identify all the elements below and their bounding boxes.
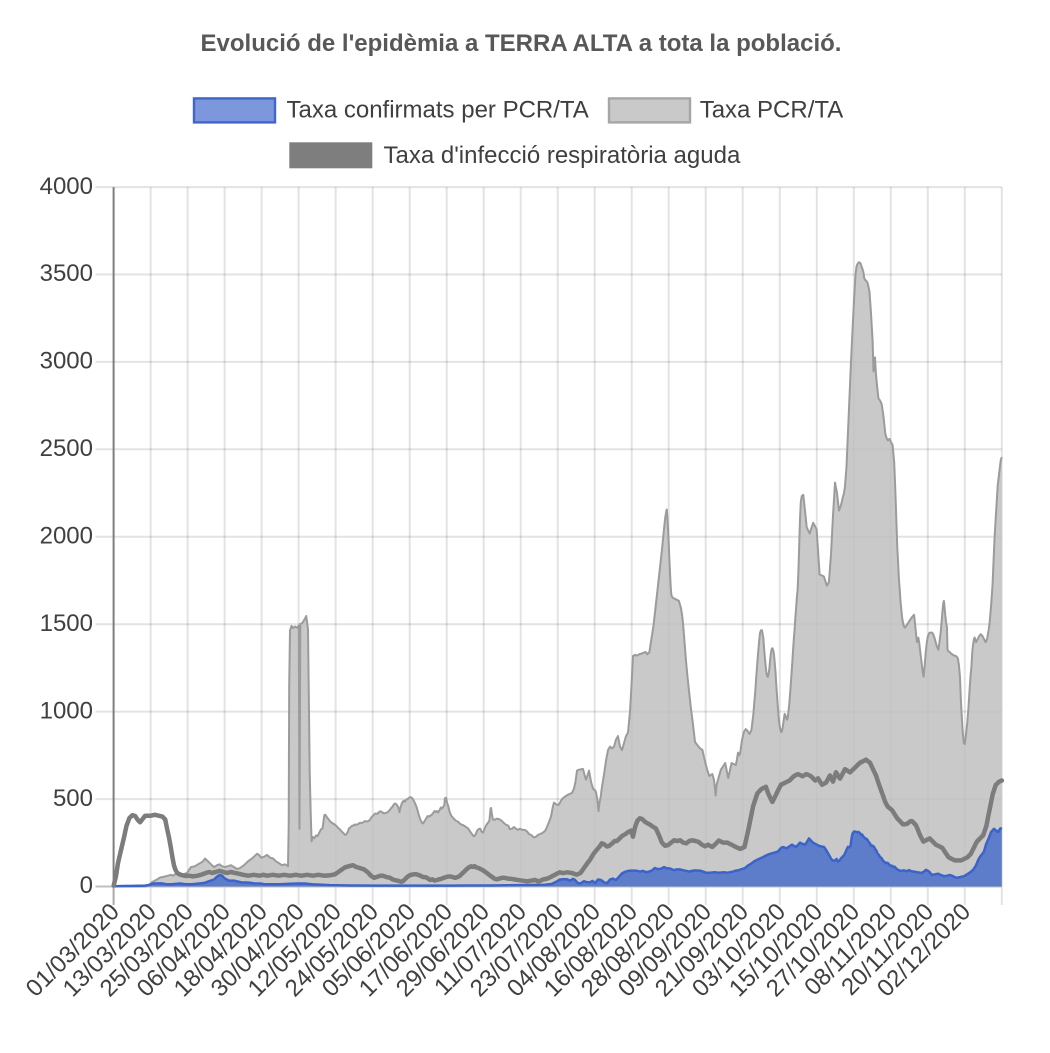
svg-text:0: 0 (80, 872, 93, 899)
svg-text:3000: 3000 (40, 348, 93, 375)
svg-text:4000: 4000 (40, 173, 93, 200)
svg-text:3500: 3500 (40, 260, 93, 287)
svg-text:1500: 1500 (40, 610, 93, 637)
svg-text:Evolució de l'epidèmia a TERRA: Evolució de l'epidèmia a TERRA ALTA a to… (201, 30, 842, 57)
svg-text:2000: 2000 (40, 523, 93, 550)
svg-text:Taxa confirmats per PCR/TA: Taxa confirmats per PCR/TA (287, 96, 589, 123)
svg-text:1000: 1000 (40, 697, 93, 724)
svg-text:Taxa d'infecció respiratòria a: Taxa d'infecció respiratòria aguda (384, 142, 741, 169)
svg-text:500: 500 (53, 785, 93, 812)
svg-text:Taxa PCR/TA: Taxa PCR/TA (700, 96, 844, 123)
svg-text:2500: 2500 (40, 435, 93, 462)
